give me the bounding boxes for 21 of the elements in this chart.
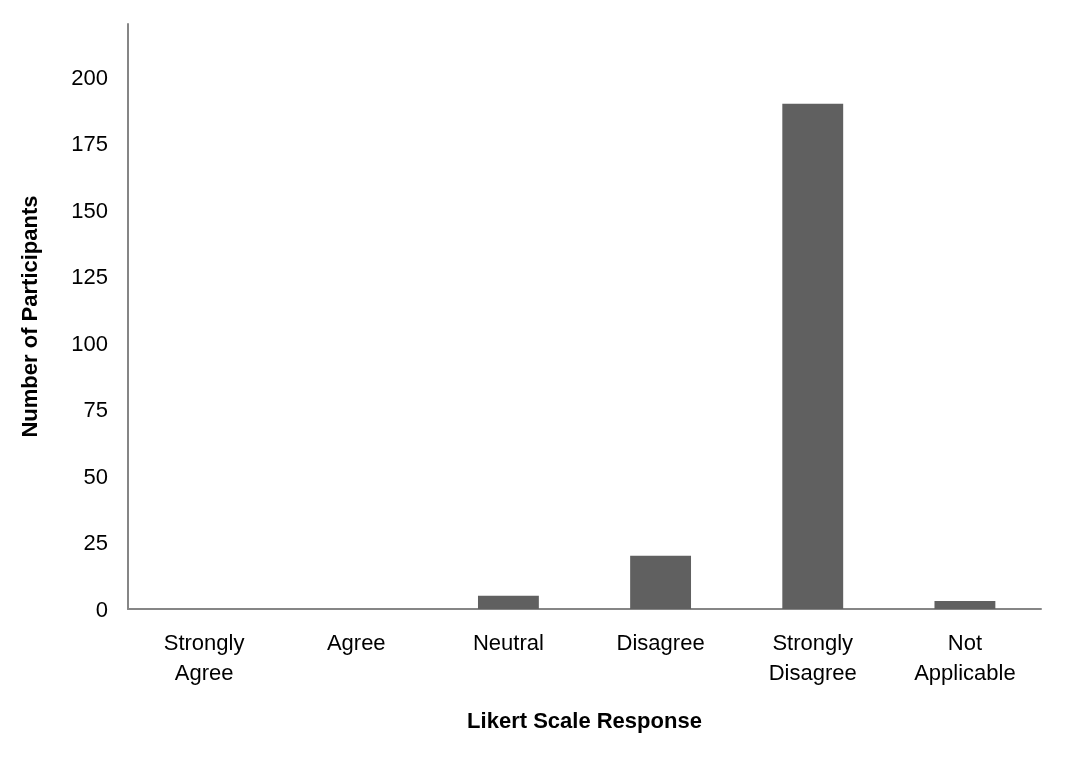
x-tick-label: Disagree	[616, 629, 705, 655]
bar	[934, 601, 996, 609]
x-axis-title: Likert Scale Response	[467, 707, 702, 733]
bar	[630, 555, 692, 609]
bar	[782, 103, 844, 609]
y-tick-label: 100	[71, 330, 108, 356]
x-tick-label: Not Applicable	[914, 629, 1016, 685]
y-axis-title: Number of Participants	[16, 195, 42, 438]
bar	[477, 595, 539, 609]
y-tick-label: 150	[71, 197, 108, 223]
x-tick-label: Strongly Disagree	[768, 629, 857, 685]
x-tick-label: Strongly Agree	[163, 629, 245, 685]
y-tick-label: 125	[71, 264, 108, 290]
y-tick-label: 0	[95, 596, 108, 622]
y-tick-label: 50	[83, 463, 108, 489]
x-tick-label: Neutral	[472, 629, 544, 655]
y-tick-label: 200	[71, 64, 108, 90]
x-tick-label: Agree	[326, 629, 386, 655]
y-tick-label: 75	[83, 397, 108, 423]
y-tick-label: 175	[71, 131, 108, 157]
y-tick-label: 25	[83, 530, 108, 556]
